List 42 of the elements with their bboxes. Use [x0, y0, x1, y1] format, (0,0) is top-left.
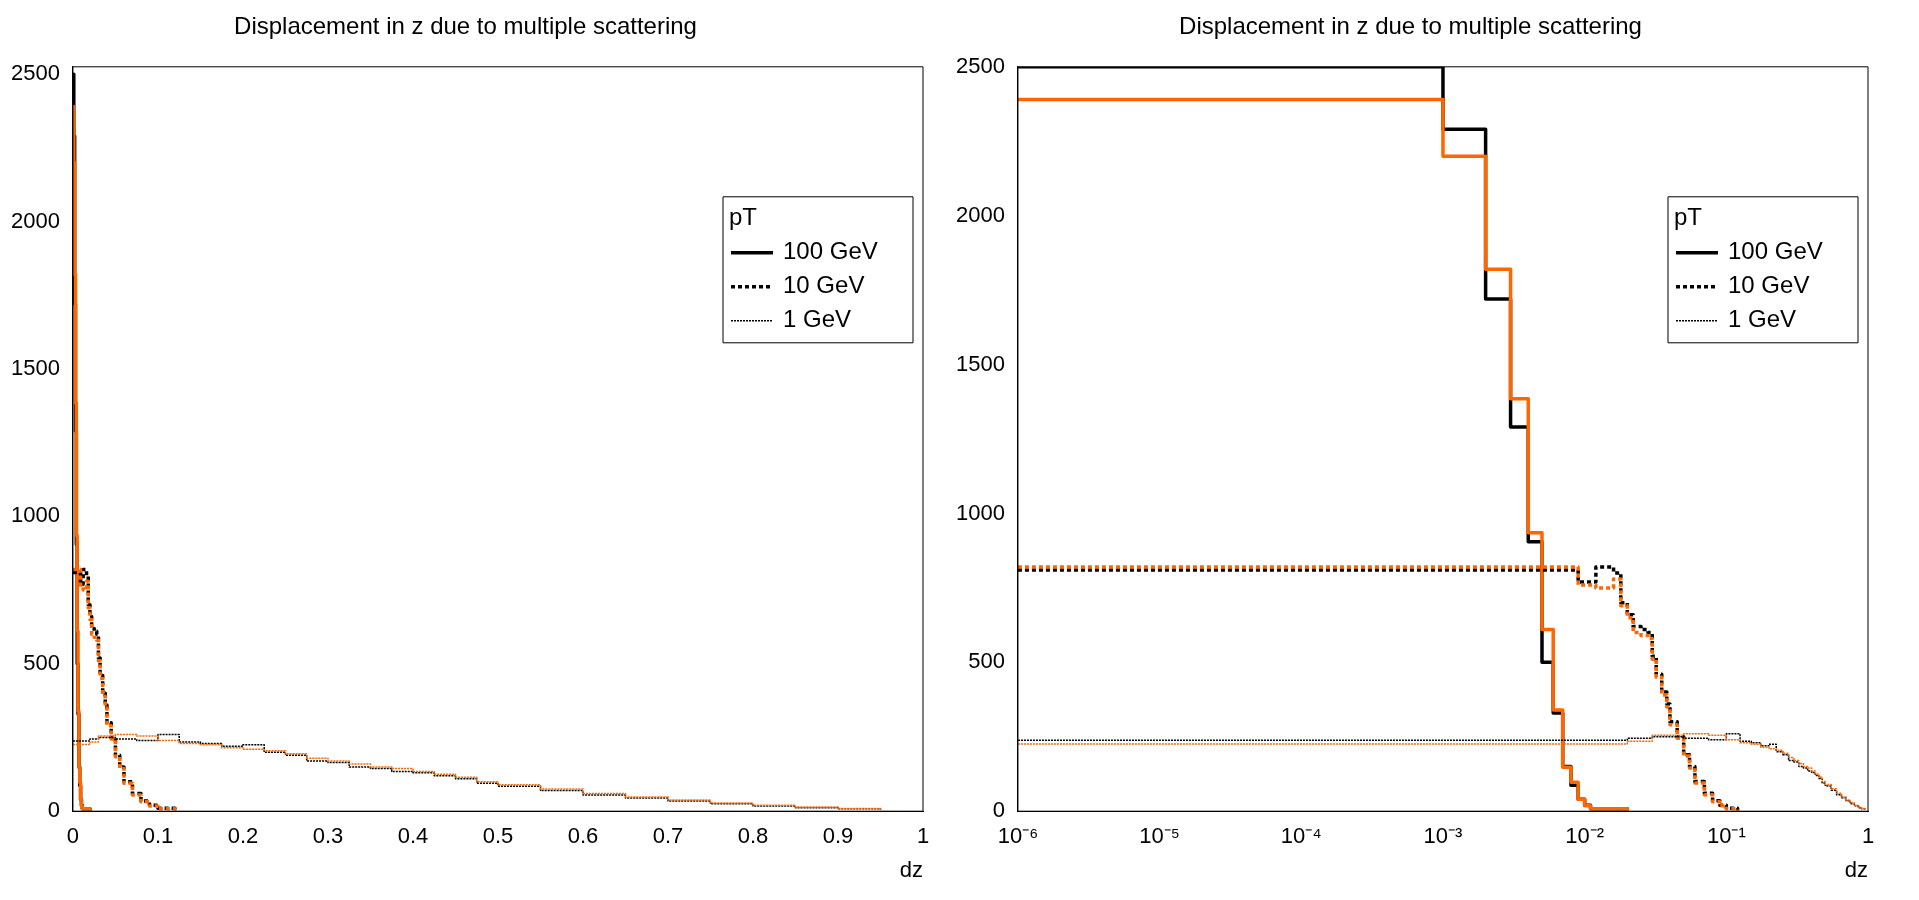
y-tick-label: 1500 — [10, 355, 60, 381]
chart-title: Displacement in z due to multiple scattering — [1179, 12, 1642, 40]
y-tick-label: 2500 — [10, 60, 60, 86]
legend-label: 100 GeV — [1728, 237, 1823, 265]
legend-title: pT — [1674, 203, 1703, 231]
chart-title: Displacement in z due to multiple scattering — [234, 12, 697, 40]
y-tick-label: 1000 — [10, 502, 60, 528]
x-tick-label: 0.5 — [482, 823, 514, 849]
y-tick-label: 2500 — [955, 52, 1005, 78]
x-tick-label: 10⁻⁵ — [1139, 823, 1180, 849]
y-tick-label: 1000 — [955, 499, 1005, 525]
x-tick-label: 10⁻⁴ — [1280, 823, 1322, 849]
x-tick-label: 0.9 — [822, 823, 854, 849]
y-tick-label: 1500 — [955, 350, 1005, 376]
x-axis-title: dz — [1844, 856, 1868, 882]
x-tick-label: 0.3 — [312, 823, 344, 849]
x-tick-label: 10⁻¹ — [1706, 823, 1746, 849]
x-tick-label: 0.4 — [397, 823, 429, 849]
x-tick-label: 0.6 — [567, 823, 599, 849]
y-tick-label: 2000 — [955, 201, 1005, 227]
x-tick-label: 1 — [916, 823, 930, 849]
y-tick-label: 2000 — [10, 207, 60, 233]
y-tick-label: 0 — [992, 797, 1005, 823]
y-tick-label: 500 — [23, 649, 60, 675]
legend-title: pT — [729, 203, 758, 231]
legend-label: 1 GeV — [1728, 305, 1797, 333]
legend-label: 100 GeV — [783, 237, 878, 265]
legend-label: 1 GeV — [783, 305, 852, 333]
legend-label: 10 GeV — [1728, 271, 1810, 299]
y-tick-label: 500 — [968, 648, 1005, 674]
x-tick-label: 0.1 — [142, 823, 174, 849]
x-tick-label: 10⁻² — [1565, 823, 1605, 849]
x-tick-label: 0 — [66, 823, 80, 849]
x-tick-label: 10⁻³ — [1423, 823, 1463, 849]
x-tick-label: 10⁻⁶ — [997, 823, 1039, 849]
y-tick-label: 0 — [47, 797, 60, 823]
x-tick-label: 0.7 — [652, 823, 684, 849]
legend-label: 10 GeV — [783, 271, 865, 299]
x-tick-label: 0.8 — [737, 823, 769, 849]
x-tick-label: 0.2 — [227, 823, 259, 849]
x-axis-title: dz — [899, 856, 923, 882]
x-tick-label: 1 — [1861, 823, 1875, 849]
